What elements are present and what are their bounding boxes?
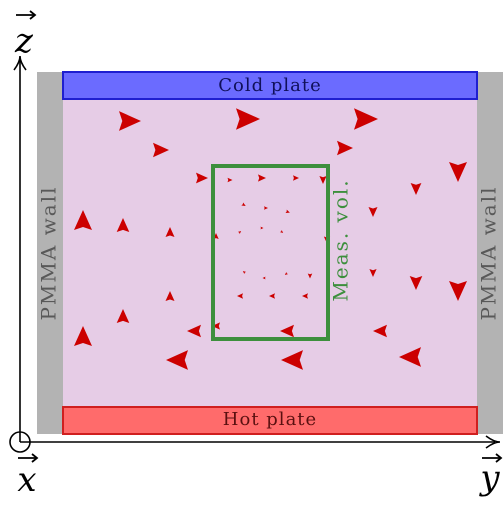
- velocity-arrow: [165, 227, 175, 237]
- velocity-arrow: [280, 324, 294, 338]
- left-wall-label: PMMA wall: [37, 185, 61, 320]
- axis-x-vector-head: [31, 453, 39, 463]
- measurement-volume-label: Meas. vol.: [329, 178, 353, 301]
- velocity-arrow: [319, 176, 327, 184]
- velocity-arrow: [74, 326, 92, 346]
- velocity-field: [74, 108, 467, 370]
- cold-plate-label: Cold plate: [218, 75, 322, 96]
- velocity-arrow: [368, 207, 378, 217]
- right-wall: [477, 72, 503, 434]
- measurement-volume-box: [211, 164, 330, 341]
- right-wall-label: PMMA wall: [477, 185, 501, 320]
- velocity-arrow: [165, 291, 175, 301]
- velocity-arrow: [307, 273, 313, 279]
- hot-plate: [62, 406, 478, 435]
- hot-plate-label: Hot plate: [223, 409, 317, 430]
- velocity-arrow: [269, 293, 275, 299]
- velocity-arrow: [237, 293, 243, 299]
- velocity-arrow: [399, 347, 421, 367]
- velocity-arrow: [212, 322, 220, 330]
- velocity-arrow: [279, 230, 284, 233]
- x-axis-out-of-plane-symbol: [9, 431, 31, 453]
- axis-z-vector-head: [29, 10, 37, 20]
- velocity-arrow: [187, 324, 201, 338]
- velocity-arrow: [119, 111, 141, 131]
- velocity-arrow: [449, 162, 467, 182]
- velocity-arrow: [293, 175, 299, 181]
- cold-plate: [62, 71, 478, 100]
- velocity-arrow: [285, 209, 290, 214]
- velocity-arrow: [166, 350, 188, 370]
- axis-x-letter: x: [17, 460, 36, 500]
- velocity-arrow: [409, 276, 423, 290]
- velocity-arrow: [241, 202, 246, 206]
- axis-y-letter: y: [478, 458, 500, 498]
- velocity-arrow: [196, 172, 208, 184]
- velocity-arrow: [242, 271, 247, 274]
- velocity-arrow: [260, 226, 264, 230]
- axis-y-vector-head: [495, 453, 503, 463]
- axis-z-letter: z: [14, 21, 34, 61]
- velocity-arrow: [262, 276, 266, 280]
- velocity-arrow: [373, 324, 387, 338]
- velocity-arrow: [227, 177, 233, 183]
- velocity-arrow: [302, 293, 308, 299]
- velocity-arrow: [337, 140, 353, 156]
- velocity-arrow: [237, 231, 242, 234]
- velocity-arrow: [369, 269, 377, 277]
- velocity-arrow: [258, 174, 266, 182]
- velocity-arrow: [284, 272, 289, 275]
- z-axis-arrowhead: [13, 55, 27, 71]
- velocity-arrow: [354, 108, 378, 130]
- left-wall: [37, 72, 63, 434]
- y-axis-arrowhead: [485, 435, 501, 449]
- axis-label-x: x: [17, 453, 39, 500]
- axis-label-z: z: [14, 10, 37, 61]
- axis-label-y: y: [478, 453, 503, 498]
- velocity-arrow: [116, 309, 130, 323]
- velocity-arrow: [410, 183, 422, 195]
- velocity-arrow: [116, 218, 130, 232]
- velocity-arrow: [74, 210, 92, 230]
- velocity-arrow: [449, 281, 467, 301]
- velocity-arrow: [236, 108, 260, 130]
- velocity-arrow: [264, 206, 268, 210]
- velocity-arrow: [153, 142, 169, 158]
- velocity-arrow: [281, 350, 303, 370]
